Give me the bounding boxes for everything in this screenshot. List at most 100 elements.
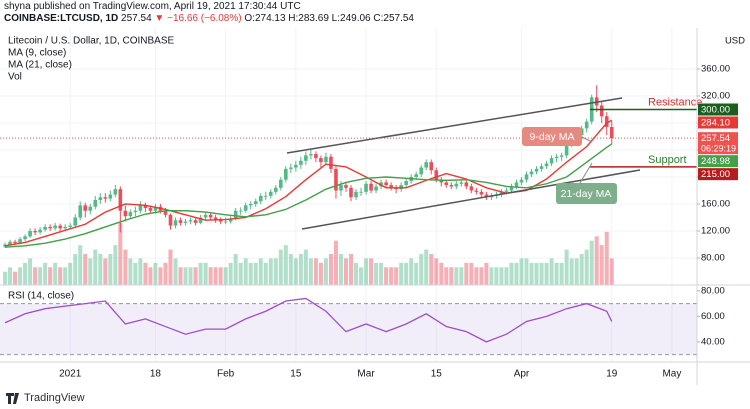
price-box-label: 215.00: [701, 169, 730, 180]
change: ▼ −16.66 (−6.08%): [154, 13, 242, 24]
volume-bar: [243, 258, 248, 285]
volume-bar: [38, 267, 43, 285]
candle-body: [38, 229, 42, 233]
candle-body: [419, 167, 424, 175]
candle-body: [519, 179, 524, 183]
y-tick-label: 80.00: [701, 253, 725, 264]
volume-bar: [223, 267, 228, 285]
volume-bar: [464, 262, 469, 285]
volume-bar: [73, 254, 78, 285]
volume-bar: [459, 267, 464, 285]
last: 257.54: [121, 13, 152, 24]
volume-bar: [53, 262, 58, 285]
candle-body: [103, 197, 108, 199]
candle-body: [18, 239, 22, 244]
channel-lower: [301, 169, 641, 230]
volume-bar: [253, 262, 258, 285]
candle-body: [188, 220, 193, 222]
ma21-box: [556, 183, 617, 204]
volume-bar: [248, 262, 253, 285]
candle-body: [529, 171, 534, 175]
candle-body: [78, 205, 83, 218]
candle-body: [168, 214, 173, 226]
y-tick-label: 360.00: [701, 64, 730, 75]
price-box: [698, 168, 738, 181]
candle-body: [549, 158, 554, 164]
candle-body: [63, 226, 67, 229]
volume-bar: [529, 262, 534, 285]
ma-line: [4, 143, 613, 248]
candle-body: [499, 191, 504, 195]
candle-body: [349, 187, 353, 198]
candle-body: [173, 220, 178, 226]
footer-text: TradingView: [24, 392, 85, 404]
volume-bar: [499, 267, 504, 285]
candle-body: [223, 221, 228, 223]
volume-bar: [48, 267, 53, 285]
volume-bar: [484, 262, 489, 285]
volume-bar: [409, 258, 414, 285]
volume-bar: [559, 262, 564, 285]
candle-body: [459, 182, 464, 184]
volume-bar: [364, 258, 369, 285]
candle-body: [88, 206, 93, 211]
candle-body: [319, 158, 323, 163]
candle-body: [8, 241, 12, 245]
volume-bar: [238, 262, 243, 285]
volume-bar: [539, 262, 544, 285]
volume-bar: [399, 262, 404, 285]
volume-bar: [88, 258, 93, 285]
candle-body: [258, 195, 263, 202]
candle-body: [143, 205, 148, 209]
x-tick-label: 19: [606, 369, 618, 380]
volume-bar: [454, 267, 459, 285]
footer-bar: [0, 386, 750, 409]
volume-bar: [404, 262, 409, 285]
volume-bar: [604, 231, 609, 285]
volume-bar: [519, 258, 524, 285]
volume-bar: [118, 223, 123, 285]
candle-body: [414, 174, 418, 177]
volume-bar: [98, 254, 103, 285]
volume-bar: [138, 258, 143, 285]
volume-bar: [133, 262, 138, 285]
volume-bar: [359, 267, 364, 285]
candle-body: [374, 186, 378, 191]
volume-bar: [449, 267, 454, 285]
symbol: COINBASE:LTCUSD, 1D: [4, 13, 119, 24]
candle-body: [263, 195, 268, 197]
volume-bar: [343, 258, 348, 285]
candle-body: [599, 105, 604, 117]
volume-bar: [198, 262, 203, 285]
volume-bar: [233, 254, 238, 285]
candle-body: [339, 185, 343, 191]
price-box: [698, 103, 738, 116]
candle-body: [304, 155, 308, 161]
candle-body: [564, 143, 569, 156]
rsi-title: RSI (14, close): [8, 291, 74, 302]
y-tick-label: 40.00: [701, 336, 725, 347]
candle-body: [218, 220, 223, 222]
candle-body: [584, 121, 589, 129]
volume-bar: [439, 262, 444, 285]
candle-body: [504, 190, 509, 192]
volume-bar: [128, 258, 133, 285]
volume-bar: [208, 267, 213, 285]
volume-bar: [113, 245, 118, 285]
volume-bar: [584, 249, 589, 285]
x-tick-label: May: [662, 369, 681, 380]
candle-body: [294, 164, 298, 168]
candle-body: [43, 226, 47, 230]
channel-upper: [286, 97, 623, 154]
volume-bar: [419, 254, 424, 285]
level-label: Support: [648, 154, 687, 166]
candle-body: [609, 126, 614, 139]
volume-bar: [283, 245, 288, 285]
candle-body: [23, 236, 27, 240]
candle-body: [138, 205, 143, 211]
candle-body: [299, 160, 303, 165]
candle-body: [228, 218, 233, 222]
volume-bar: [163, 262, 168, 285]
volume-bar: [509, 262, 514, 285]
legend-vol: Vol: [8, 72, 22, 83]
